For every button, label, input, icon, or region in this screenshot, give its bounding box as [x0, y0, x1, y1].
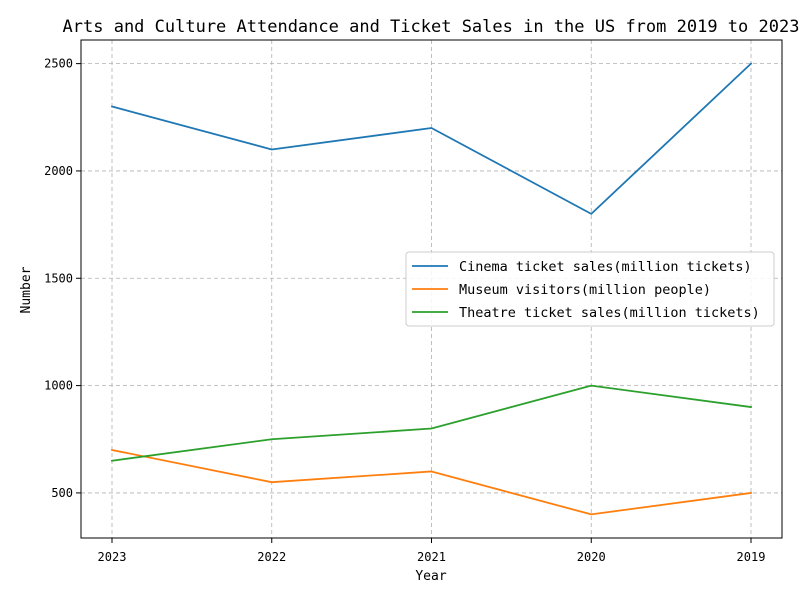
y-tick-label: 1500: [44, 271, 73, 285]
legend-label: Museum visitors(million people): [459, 282, 711, 298]
series-line-1: [110, 62, 753, 215]
x-axis-label: Year: [415, 569, 446, 584]
y-tick-label: 500: [51, 486, 73, 500]
series-line-3: [110, 384, 753, 462]
x-tick-label: 2023: [98, 550, 127, 564]
y-tick-label: 2500: [44, 57, 73, 71]
y-tick-label: 2000: [44, 164, 73, 178]
x-tick-label: 2020: [577, 550, 606, 564]
y-axis-label: Number: [19, 266, 34, 313]
series-layer: [110, 62, 753, 516]
legend-label: Cinema ticket sales(million tickets): [459, 259, 752, 275]
legend-box: [405, 251, 775, 327]
x-tick-label: 2019: [737, 550, 766, 564]
ticks-layer: 2023 2022 2021 2020 2019 500 1000 1500 2000 2500: [44, 57, 765, 564]
series-line-2: [110, 448, 753, 516]
y-tick-label: 1000: [44, 379, 73, 393]
legend-label: Theatre ticket sales(million tickets): [459, 305, 760, 321]
chart-title: Arts and Culture Attendance and Ticket S…: [63, 17, 800, 37]
legend: Cinema ticket sales(million tickets) Muse…: [405, 251, 775, 327]
x-tick-label: 2021: [417, 550, 446, 564]
x-tick-label: 2022: [257, 550, 286, 564]
